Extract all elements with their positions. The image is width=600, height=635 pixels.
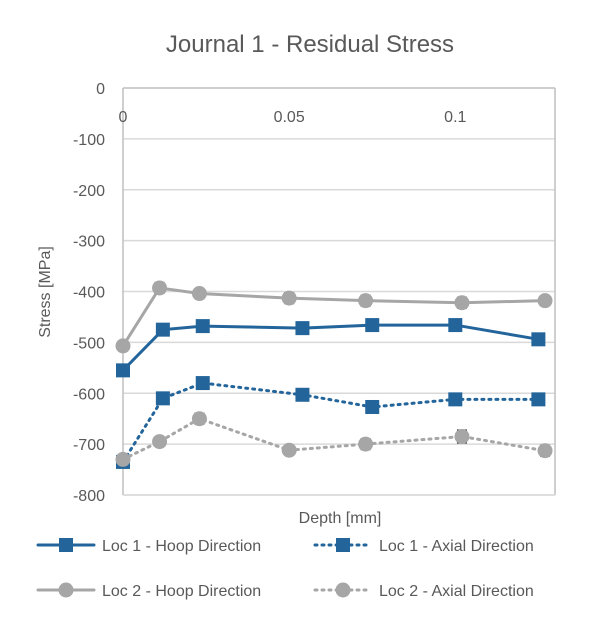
y-tick-label: -300 xyxy=(73,234,105,251)
data-point-square xyxy=(295,321,310,336)
y-tick-label: -600 xyxy=(73,386,105,403)
data-point-circle xyxy=(152,434,168,450)
x-tick-label: 0.1 xyxy=(444,109,466,126)
chart-title: Journal 1 - Residual Stress xyxy=(166,31,454,58)
data-point-square xyxy=(59,538,73,552)
series-3 xyxy=(115,411,553,467)
series-0 xyxy=(116,318,546,378)
legend-label: Loc 2 - Hoop Direction xyxy=(102,583,261,600)
series-1 xyxy=(116,376,546,469)
y-tick-label: -200 xyxy=(73,183,105,200)
data-point-square xyxy=(531,332,546,347)
series-line xyxy=(121,417,547,461)
legend-label: Loc 1 - Axial Direction xyxy=(379,538,534,555)
data-point-circle xyxy=(537,293,553,309)
y-tick-label: -500 xyxy=(73,335,105,352)
data-point-square xyxy=(531,392,546,407)
data-point-circle xyxy=(358,293,374,309)
legend-label: Loc 2 - Axial Direction xyxy=(379,583,534,600)
series-line xyxy=(121,323,540,372)
legend-item-1: Loc 1 - Axial Direction xyxy=(313,538,534,555)
data-point-square xyxy=(155,322,170,337)
y-tick-label: -700 xyxy=(73,437,105,454)
data-point-square xyxy=(195,376,210,391)
data-point-circle xyxy=(191,286,207,302)
data-point-circle xyxy=(281,290,297,306)
data-point-square xyxy=(295,387,310,402)
data-point-circle xyxy=(115,338,131,354)
data-point-circle xyxy=(335,582,351,598)
data-point-square xyxy=(116,363,130,378)
data-point-square xyxy=(195,319,210,334)
x-tick-label: 0.05 xyxy=(274,109,305,126)
y-axis-label: Stress [MPa] xyxy=(37,246,54,338)
legend-item-3: Loc 2 - Axial Direction xyxy=(313,582,534,600)
legend-item-0: Loc 1 - Hoop Direction xyxy=(36,538,261,555)
data-point-circle xyxy=(191,411,207,427)
data-point-square xyxy=(365,318,380,333)
data-point-circle xyxy=(537,443,553,459)
data-point-circle xyxy=(358,436,374,452)
data-point-square xyxy=(365,399,380,414)
data-point-square xyxy=(155,391,170,406)
data-point-circle xyxy=(454,428,470,444)
x-tick-label: 0 xyxy=(119,109,128,126)
series-line xyxy=(121,381,540,464)
series-line xyxy=(121,286,547,348)
legend-label: Loc 1 - Hoop Direction xyxy=(102,538,261,555)
y-tick-label: -100 xyxy=(73,132,105,149)
data-point-circle xyxy=(454,295,470,311)
data-point-circle xyxy=(115,451,131,467)
y-tick-label: 0 xyxy=(96,81,105,98)
x-axis-label: Depth [mm] xyxy=(299,510,382,527)
series-2 xyxy=(115,280,553,354)
legend-item-2: Loc 2 - Hoop Direction xyxy=(36,582,261,600)
data-point-square xyxy=(448,318,463,333)
data-point-square xyxy=(336,538,350,552)
data-point-square xyxy=(448,392,463,407)
y-tick-label: -400 xyxy=(73,285,105,302)
data-point-circle xyxy=(281,442,297,458)
y-tick-label: -800 xyxy=(73,488,105,505)
data-point-circle xyxy=(58,582,74,598)
data-point-circle xyxy=(152,280,168,296)
